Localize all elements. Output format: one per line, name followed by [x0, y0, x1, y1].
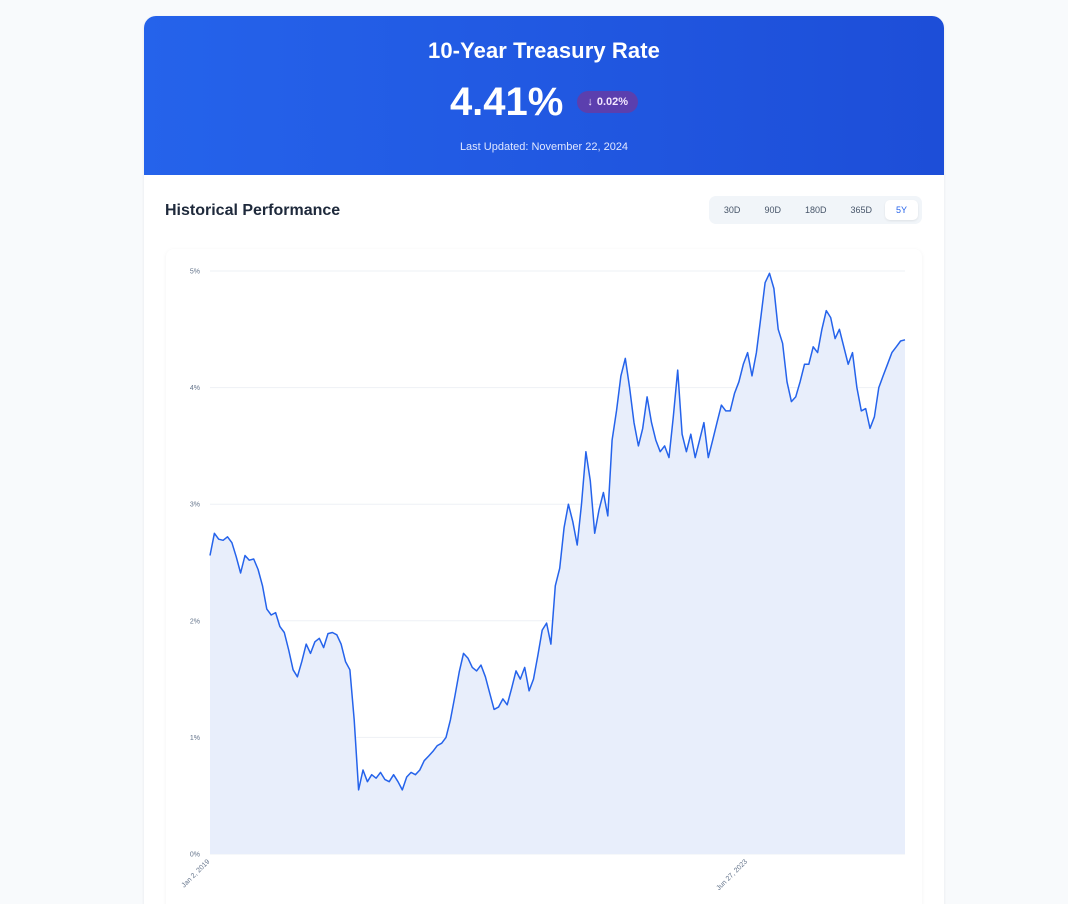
y-tick-label: 5%: [190, 269, 200, 276]
chart-section-header: Historical Performance 30D 90D 180D 365D…: [144, 196, 944, 226]
range-tabs: 30D 90D 180D 365D 5Y: [708, 196, 922, 224]
page-title: 10-Year Treasury Rate: [427, 38, 661, 63]
x-axis-ticks: Jan 2, 2019 Jun 27, 2023: [181, 858, 750, 892]
y-tick-label: 2%: [190, 618, 200, 625]
rate-chart: 0% 1% 2% 3% 4% 5% Jan 2, 2019 Jun 27, 2023: [181, 269, 906, 892]
y-tick-label: 4%: [190, 385, 200, 392]
range-tab-90d[interactable]: 90D: [764, 205, 781, 215]
y-tick-label: 1%: [190, 735, 200, 742]
rate-row: 4.41% ↓ 0.02%: [144, 80, 944, 124]
change-value: 0.02%: [596, 96, 629, 108]
range-tab-30d[interactable]: 30D: [723, 205, 741, 215]
series-line: [209, 272, 906, 791]
area-layer: [210, 273, 905, 854]
x-tick-label: Jan 2, 2019: [181, 858, 212, 889]
change-badge: ↓ 0.02%: [577, 91, 639, 113]
range-tab-365d[interactable]: 365D: [850, 205, 872, 215]
current-rate: 4.41%: [449, 80, 564, 124]
area-fill: [210, 273, 905, 854]
range-tab-180d[interactable]: 180D: [804, 205, 827, 215]
last-updated-date: November 22, 2024: [531, 141, 629, 153]
section-title: Historical Performance: [165, 202, 341, 219]
rate-header: 10-Year Treasury Rate 4.41% ↓ 0.02% Last…: [144, 16, 944, 175]
last-updated: Last Updated: November 22, 2024: [144, 141, 944, 153]
x-tick-label: Jun 27, 2023: [715, 858, 749, 892]
y-axis-ticks: 0% 1% 2% 3% 4% 5%: [190, 269, 200, 859]
treasury-card: 10-Year Treasury Rate 4.41% ↓ 0.02% Last…: [144, 16, 944, 904]
line-layer: [209, 272, 906, 791]
y-tick-label: 3%: [190, 502, 200, 509]
last-updated-label: Last Updated:: [459, 141, 529, 153]
chart-container: 0% 1% 2% 3% 4% 5% Jan 2, 2019 Jun 27, 2023: [166, 249, 922, 904]
arrow-down-icon: ↓: [587, 96, 593, 108]
range-tab-5y[interactable]: 5Y: [884, 200, 918, 220]
y-tick-label: 0%: [190, 852, 200, 859]
